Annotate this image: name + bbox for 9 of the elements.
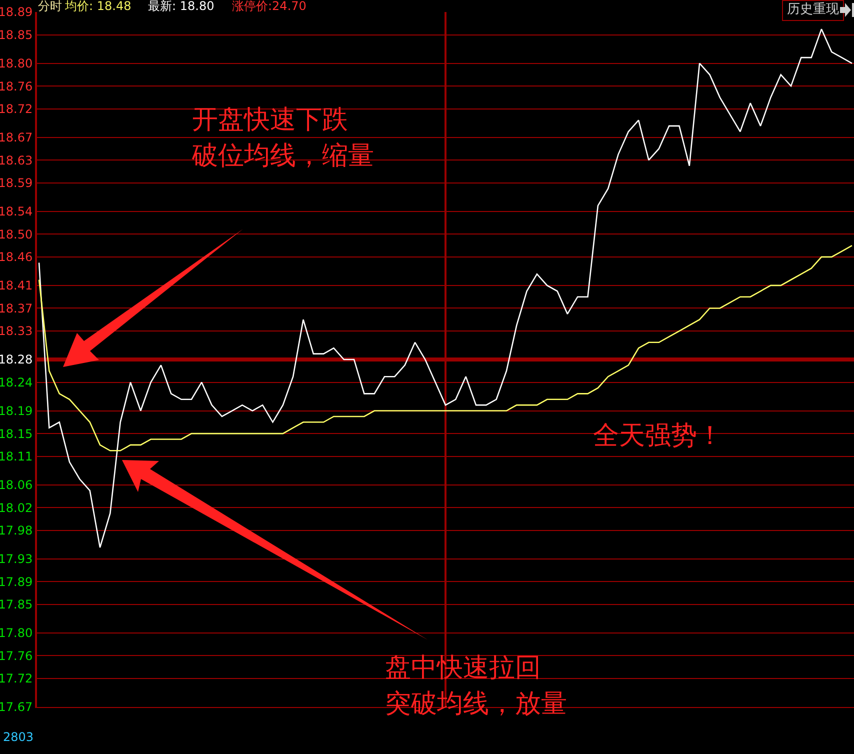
text: 2803 (3, 730, 34, 746)
annotation: 最新: 18.80 (148, 0, 214, 15)
annotation: 分时 (38, 0, 62, 15)
annotation: 开盘快速下跌 (192, 104, 348, 137)
line-series (38, 28, 853, 548)
annotation: 历史重现 (782, 0, 844, 21)
annotation: 均价: 18.48 (65, 0, 132, 15)
line-series (38, 244, 853, 452)
annotation: 涨停价:24.70 (232, 0, 306, 15)
